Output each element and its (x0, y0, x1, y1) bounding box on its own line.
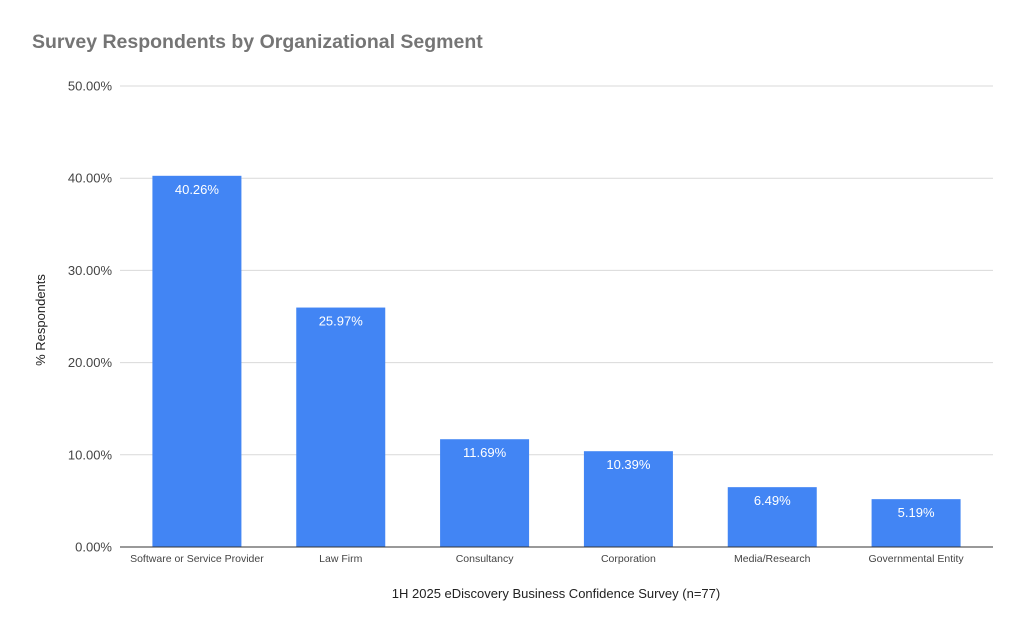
x-tick-label: Corporation (601, 553, 656, 565)
x-tick-label: Law Firm (319, 553, 362, 565)
y-tick-label: 10.00% (68, 447, 113, 462)
x-axis-title: 1H 2025 eDiscovery Business Confidence S… (392, 586, 720, 601)
bar-value-label: 5.19% (898, 505, 935, 520)
x-tick-label: Media/Research (734, 553, 811, 565)
y-axis-title: % Respondents (33, 274, 48, 366)
bar (583, 451, 673, 547)
bar (296, 307, 386, 547)
bar (727, 487, 817, 547)
gridlines (120, 85, 993, 456)
x-tick-labels: Software or Service Provider Law Firm Cons… (130, 553, 964, 565)
bar-value-label: 11.69% (463, 445, 507, 460)
x-tick-label: Governmental Entity (869, 553, 965, 565)
y-tick-label: 40.00% (68, 171, 113, 186)
bar-value-label: 40.26% (175, 182, 220, 197)
bar (152, 175, 242, 547)
x-tick-label: Consultancy (456, 553, 515, 565)
bars (152, 175, 961, 547)
y-tick-label: 20.00% (68, 355, 113, 370)
chart-title: Survey Respondents by Organizational Seg… (32, 31, 483, 53)
bar-value-label: 10.39% (606, 457, 651, 472)
y-tick-labels: 0.00% 10.00% 20.00% 30.00% 40.00% 50.00% (68, 79, 113, 555)
bar (440, 439, 530, 547)
x-tick-label: Software or Service Provider (130, 553, 264, 565)
y-tick-label: 50.00% (68, 79, 113, 94)
bar-value-label: 6.49% (754, 493, 791, 508)
y-tick-label: 0.00% (75, 540, 112, 555)
bar-value-label: 25.97% (319, 314, 364, 329)
data-labels: 40.26% 25.97% 11.69% 10.39% 6.49% 5.19% (175, 182, 935, 520)
y-tick-label: 30.00% (68, 263, 113, 278)
bar (871, 499, 961, 547)
